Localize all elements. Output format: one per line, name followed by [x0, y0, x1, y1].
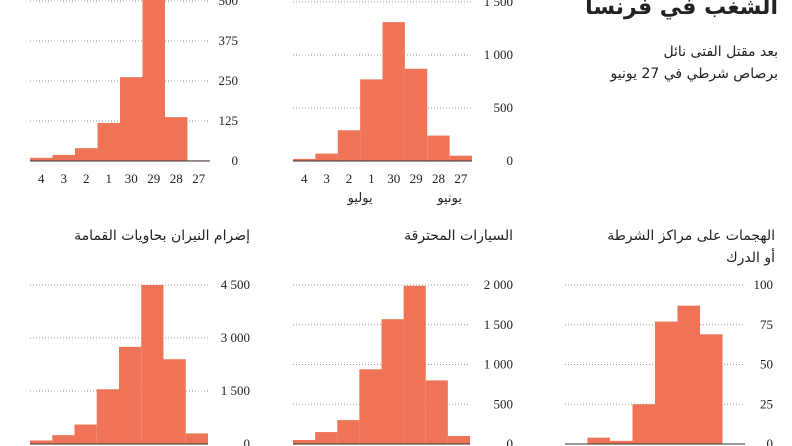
- subtitle: بعد مقتل الفتى نائل: [663, 44, 778, 60]
- bar: [632, 404, 655, 444]
- y-tick-label: 25: [760, 396, 773, 411]
- chart-title: إضرام النيران بحاويات القمامة: [74, 228, 250, 244]
- y-tick-label: 0: [507, 436, 514, 446]
- y-tick-label: 0: [507, 153, 514, 168]
- bar: [359, 369, 382, 444]
- bar: [610, 440, 633, 444]
- bar: [337, 420, 360, 444]
- bar: [52, 154, 75, 161]
- bar: [163, 359, 186, 444]
- y-tick-label: 1 500: [484, 0, 513, 9]
- bar: [360, 79, 383, 161]
- y-tick-label: 3 000: [221, 330, 250, 345]
- y-tick-label: 0: [767, 436, 774, 446]
- x-tick-label: 1: [368, 171, 375, 186]
- page-title: الشغب في فرنسا: [585, 0, 778, 20]
- x-tick-label: 30: [387, 171, 400, 186]
- y-tick-label: 1 500: [484, 317, 513, 332]
- bar: [587, 437, 610, 444]
- x-tick-label: 27: [192, 171, 206, 186]
- bar: [142, 0, 165, 162]
- bar: [185, 433, 208, 444]
- subtitle: برصاص شرطي في 27 يونيو: [610, 66, 778, 82]
- bar: [52, 435, 75, 444]
- y-tick-label: 2 000: [484, 277, 513, 292]
- bar: [427, 135, 450, 161]
- bar: [97, 122, 120, 161]
- y-tick-label: 0: [244, 436, 251, 446]
- x-tick-label: 1: [106, 171, 113, 186]
- bar: [315, 153, 338, 161]
- bar: [403, 285, 426, 444]
- bar: [337, 130, 361, 161]
- y-tick-label: 125: [219, 113, 239, 128]
- bar: [141, 285, 164, 444]
- bar: [447, 436, 470, 444]
- x-tick-label: 4: [301, 171, 308, 186]
- x-tick-label: 3: [61, 171, 68, 186]
- x-tick-label: 29: [147, 171, 160, 186]
- x-tick-label: 4: [38, 171, 45, 186]
- y-tick-label: 1 000: [484, 357, 513, 372]
- bar: [381, 319, 404, 444]
- y-tick-label: 100: [754, 277, 774, 292]
- y-tick-label: 500: [494, 100, 514, 115]
- bar: [30, 157, 53, 161]
- bar: [677, 305, 700, 444]
- y-tick-label: 1 500: [221, 383, 250, 398]
- chart-title: أو الدرك: [726, 248, 775, 266]
- bar: [120, 77, 143, 161]
- bar: [315, 432, 338, 444]
- bar: [96, 389, 119, 444]
- bar: [293, 158, 316, 161]
- x-tick-label: 28: [432, 171, 445, 186]
- chart-title: الهجمات على مراكز الشرطة: [607, 228, 775, 244]
- bar: [700, 334, 723, 444]
- y-tick-label: 375: [219, 33, 239, 48]
- bar: [449, 155, 472, 161]
- bar: [165, 117, 188, 161]
- x-tick-label: 3: [323, 171, 330, 186]
- bar: [404, 68, 428, 161]
- bar: [30, 440, 53, 444]
- x-tick-label: 29: [410, 171, 423, 186]
- bar: [74, 424, 97, 444]
- bar: [425, 380, 448, 444]
- x-tick-label: 27: [454, 171, 468, 186]
- bar: [382, 22, 405, 161]
- y-tick-label: 500: [494, 396, 514, 411]
- bar: [119, 346, 142, 444]
- x-tick-label: 2: [83, 171, 90, 186]
- y-tick-label: 500: [219, 0, 239, 8]
- y-tick-label: 4 500: [221, 277, 250, 292]
- y-tick-label: 75: [760, 317, 773, 332]
- y-tick-label: 250: [219, 73, 239, 88]
- x-tick-label: 2: [346, 171, 353, 186]
- y-tick-label: 1 000: [484, 47, 513, 62]
- y-tick-label: 50: [760, 357, 773, 372]
- bar: [293, 440, 316, 444]
- bar: [655, 321, 678, 444]
- y-tick-label: 0: [232, 153, 239, 168]
- x-tick-label: 30: [125, 171, 138, 186]
- x-group-label: يوليو: [347, 191, 373, 206]
- chart-title: السيارات المحترقة: [404, 228, 513, 244]
- x-tick-label: 28: [170, 171, 183, 186]
- bar: [75, 148, 98, 161]
- x-group-label: يونيو: [436, 191, 462, 206]
